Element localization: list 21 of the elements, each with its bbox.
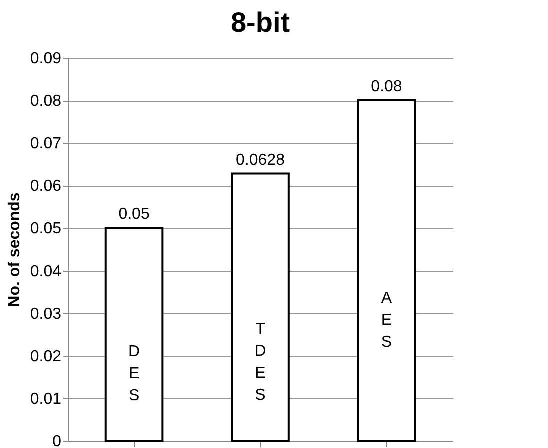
- x-tick-label: DES: [128, 344, 140, 405]
- y-tick-label: 0.04: [30, 263, 62, 280]
- y-tick-label: 0.07: [30, 136, 62, 153]
- bar: [104, 227, 164, 442]
- x-tick-label: TDES: [254, 320, 266, 404]
- y-tick-label: 0.05: [30, 220, 62, 238]
- y-tick-label: 0.09: [30, 50, 62, 68]
- y-tick-label: 0.03: [30, 306, 62, 323]
- y-axis-title: No. of seconds: [6, 192, 24, 308]
- bar: [357, 100, 416, 442]
- chart-title: 8-bit: [230, 7, 290, 38]
- y-tick-label: 0.08: [30, 93, 62, 110]
- y-tick-label: 0.01: [30, 390, 62, 408]
- data-label: 0.0628: [236, 152, 286, 169]
- x-tick-label: AES: [381, 290, 392, 352]
- bar: [231, 172, 290, 442]
- y-tick-label: 0.02: [30, 348, 62, 366]
- data-label: 0.08: [371, 78, 402, 96]
- y-tick-label: 0: [52, 434, 62, 448]
- y-tick-label: 0.06: [30, 178, 62, 196]
- data-label: 0.05: [118, 206, 150, 224]
